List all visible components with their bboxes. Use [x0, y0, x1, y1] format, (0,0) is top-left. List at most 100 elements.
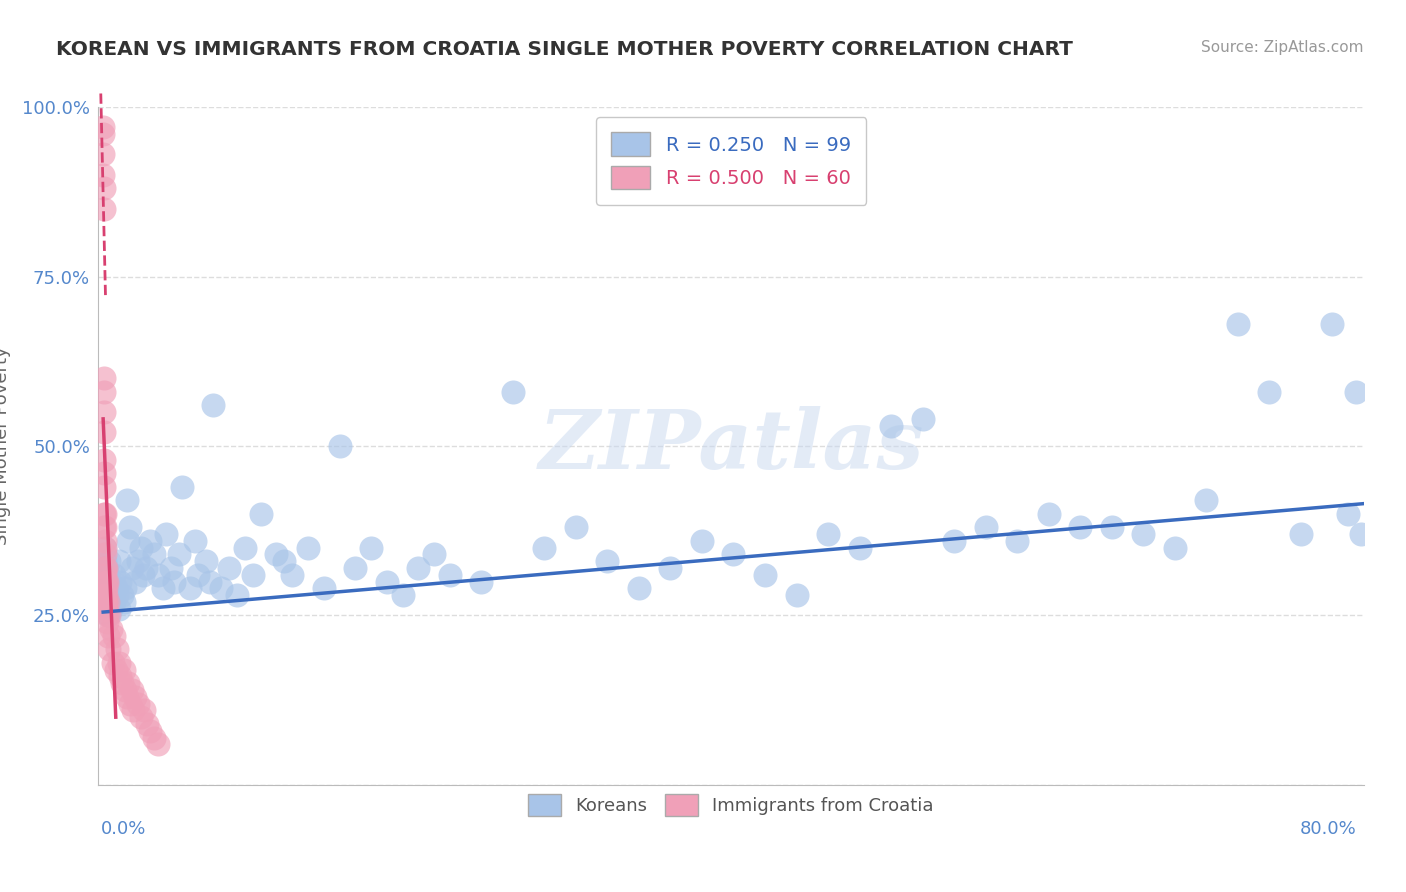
Point [1038, 507, 1060, 521]
Point [96, 608, 118, 623]
Point [218, 561, 240, 575]
Point [97, 567, 120, 582]
Point [1350, 527, 1372, 541]
Text: Source: ZipAtlas.com: Source: ZipAtlas.com [1201, 40, 1364, 55]
Point [94, 588, 117, 602]
Point [194, 554, 217, 568]
Point [108, 601, 131, 615]
Point [93, 588, 115, 602]
Point [96, 582, 118, 596]
Point [129, 710, 152, 724]
Point [273, 554, 295, 568]
Point [98, 554, 121, 568]
Point [131, 567, 153, 582]
Point [200, 574, 222, 589]
Point [1005, 533, 1028, 548]
Point [93, 520, 115, 534]
Point [136, 717, 159, 731]
Point [97, 629, 120, 643]
Point [94, 548, 117, 562]
Point [94, 595, 117, 609]
Point [94, 567, 117, 582]
Point [108, 554, 131, 568]
Point [96, 561, 118, 575]
Point [96, 615, 118, 630]
Point [91, 120, 114, 135]
Point [93, 541, 115, 555]
Point [122, 703, 145, 717]
Point [242, 567, 264, 582]
Point [98, 642, 121, 657]
Point [101, 656, 124, 670]
Point [249, 507, 271, 521]
Point [408, 561, 430, 575]
Point [97, 608, 120, 623]
Point [627, 582, 650, 596]
Point [391, 588, 413, 602]
Point [202, 398, 225, 412]
Point [659, 561, 682, 575]
Point [111, 588, 134, 602]
Point [155, 527, 177, 541]
Point [152, 582, 174, 596]
Point [112, 663, 135, 677]
Point [115, 690, 138, 704]
Point [1344, 384, 1367, 399]
Point [93, 520, 115, 534]
Point [786, 588, 808, 602]
Point [93, 371, 115, 385]
Point [104, 663, 127, 677]
Point [817, 527, 839, 541]
Point [96, 574, 118, 589]
Point [1069, 520, 1091, 534]
Point [596, 554, 619, 568]
Point [565, 520, 588, 534]
Point [103, 629, 125, 643]
Point [97, 595, 120, 609]
Point [103, 595, 125, 609]
Point [110, 669, 132, 683]
Point [103, 567, 125, 582]
Point [94, 582, 117, 596]
Point [423, 548, 446, 562]
Point [297, 541, 319, 555]
Point [974, 520, 997, 534]
Point [360, 541, 382, 555]
Point [848, 541, 870, 555]
Point [439, 567, 461, 582]
Point [134, 703, 156, 717]
Point [127, 697, 149, 711]
Point [142, 548, 165, 562]
Point [118, 697, 141, 711]
Point [91, 127, 114, 141]
Point [1258, 384, 1281, 399]
Point [179, 582, 201, 596]
Point [121, 683, 143, 698]
Point [93, 147, 115, 161]
Point [533, 541, 555, 555]
Point [93, 168, 115, 182]
Point [93, 466, 115, 480]
Point [93, 507, 115, 521]
Point [470, 574, 492, 589]
Point [105, 588, 128, 602]
Point [108, 656, 131, 670]
Point [723, 548, 745, 562]
Point [328, 439, 350, 453]
Point [118, 520, 141, 534]
Text: 80.0%: 80.0% [1301, 820, 1357, 838]
Point [93, 202, 115, 216]
Point [233, 541, 256, 555]
Point [344, 561, 367, 575]
Point [129, 541, 152, 555]
Point [93, 181, 115, 195]
Point [101, 574, 124, 589]
Point [281, 567, 304, 582]
Point [148, 737, 170, 751]
Point [1195, 493, 1218, 508]
Point [121, 561, 143, 575]
Point [1164, 541, 1187, 555]
Point [160, 561, 183, 575]
Point [1101, 520, 1123, 534]
Point [124, 574, 146, 589]
